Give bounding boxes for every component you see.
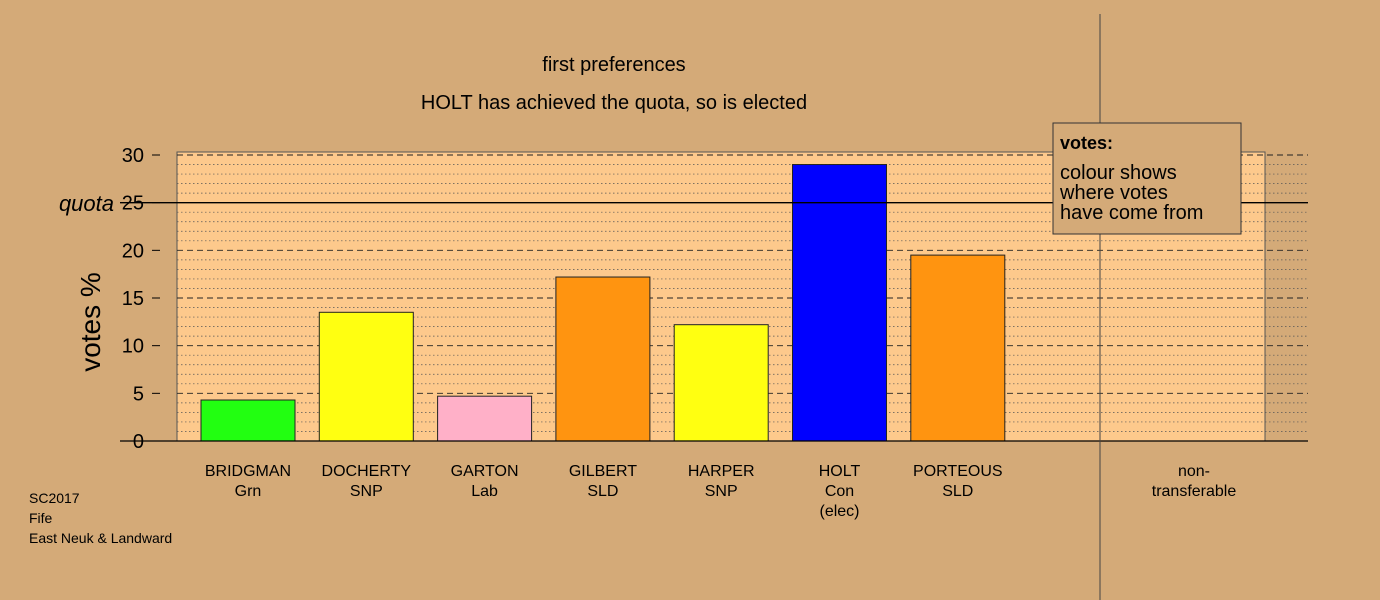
candidate-name-label: HARPER [688,463,755,480]
bar-garton [437,395,533,442]
candidate-party-label: SNP [350,483,383,500]
nontransferable-label: non- [1178,463,1210,480]
bar-holt [792,164,887,442]
candidate-name-label: HOLT [819,463,861,480]
y-tick-label: 5 [133,383,144,405]
legend-line: have come from [1060,202,1203,224]
bar-porteous [910,254,1006,442]
chart-title: first preferences [542,54,685,76]
candidate-name-label: GARTON [451,463,519,480]
candidate-name-label: PORTEOUS [913,463,1003,480]
nontransferable-label: transferable [1152,483,1237,500]
y-tick-label: 30 [122,145,144,167]
bar-docherty [318,311,414,442]
candidate-party-label: Lab [471,483,498,500]
candidate-party-label: SNP [705,483,738,500]
footer-council: Fife [29,510,53,526]
bar-harper [673,324,769,442]
legend: votes: colour shows where votes have com… [1052,122,1242,235]
legend-title: votes: [1060,133,1113,153]
quota-label: quota [59,191,114,216]
y-tick-label: 15 [122,288,144,310]
footer-election: SC2017 [29,490,80,506]
bar-bridgman [200,399,296,442]
y-tick-label: 0 [133,431,144,453]
candidate-party-label: SLD [942,483,973,500]
candidate-name-label: GILBERT [569,463,637,480]
footer: SC2017 Fife East Neuk & Landward [29,490,172,546]
y-axis-label: votes % [75,272,106,372]
y-tick-label: 10 [122,336,144,358]
legend-line: colour shows [1060,162,1177,184]
legend-line: where votes [1059,182,1168,204]
candidate-party-label: SLD [587,483,618,500]
candidate-name-label: DOCHERTY [322,463,412,480]
y-tick-label: 20 [122,240,144,262]
chart-subtitle: HOLT has achieved the quota, so is elect… [421,92,807,114]
candidate-party-label: (elec) [819,503,859,520]
candidate-name-label: BRIDGMAN [205,463,291,480]
candidate-party-label: Grn [235,483,262,500]
y-tick-label: 25 [122,193,144,215]
footer-ward: East Neuk & Landward [29,530,172,546]
bar-gilbert [555,276,651,442]
candidate-party-label: Con [825,483,854,500]
